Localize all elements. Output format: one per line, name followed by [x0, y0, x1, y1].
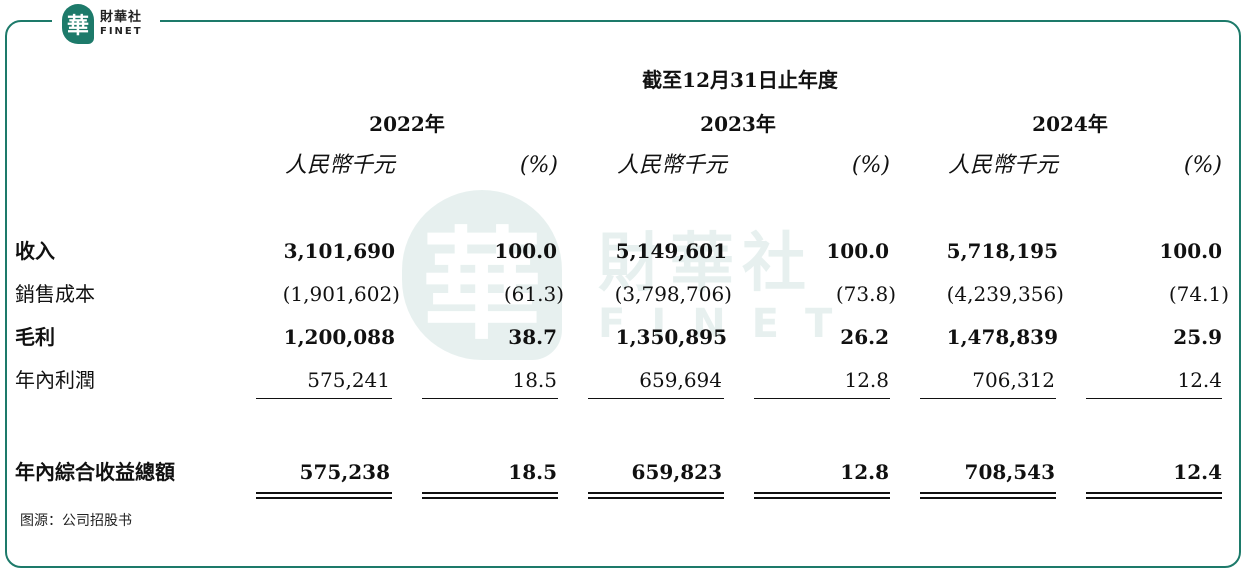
underline-2023-pct [754, 398, 890, 399]
unit-pct-2022: (%) [519, 153, 558, 178]
year-header-2024: 2024年 [1032, 112, 1108, 136]
cell-cost-2024-amount: (4,239,356) [946, 282, 1064, 306]
cell-gross-2024-amount: 1,478,839 [946, 325, 1058, 349]
unit-amount-2024: 人民幣千元 [948, 153, 1059, 178]
row-label-gross-profit: 毛利 [15, 325, 55, 349]
cell-cost-2023-amount: (3,798,706) [614, 282, 732, 306]
underline-2022-pct [422, 398, 558, 399]
double-underline-2024-amount [920, 492, 1056, 499]
cell-gross-2023-pct: 26.2 [840, 325, 889, 349]
finet-logo-icon: 華 [62, 4, 94, 44]
cell-profit-2023-pct: 12.8 [844, 368, 889, 392]
cell-revenue-2024-amount: 5,718,195 [946, 239, 1058, 263]
double-underline-2024-pct [1086, 492, 1222, 499]
unit-pct-2024: (%) [1183, 153, 1222, 178]
watermark-seal-icon: 華 [402, 190, 562, 360]
logo-name-en: FINET [100, 26, 143, 37]
double-underline-2023-pct [754, 492, 890, 499]
cell-gross-2022-amount: 1,200,088 [283, 325, 395, 349]
row-label-revenue: 收入 [15, 239, 55, 263]
unit-pct-2023: (%) [851, 153, 890, 178]
cell-tci-2024-pct: 12.4 [1173, 460, 1222, 484]
double-underline-2023-amount [588, 492, 724, 499]
logo-name-cn: 財華社 [100, 10, 143, 25]
row-label-profit-for-year: 年內利潤 [15, 368, 95, 392]
cell-revenue-2022-amount: 3,101,690 [283, 239, 395, 263]
cell-cost-2023-pct: (73.8) [835, 282, 896, 306]
cell-revenue-2022-pct: 100.0 [494, 239, 557, 263]
cell-tci-2024-amount: 708,543 [964, 460, 1055, 484]
cell-tci-2022-pct: 18.5 [508, 460, 557, 484]
period-header: 截至12月31日止年度 [642, 68, 838, 92]
year-header-2022: 2022年 [369, 112, 445, 136]
cell-profit-2022-amount: 575,241 [307, 368, 390, 392]
cell-gross-2024-pct: 25.9 [1173, 325, 1222, 349]
cell-profit-2022-pct: 18.5 [512, 368, 557, 392]
unit-amount-2022: 人民幣千元 [285, 153, 396, 178]
cell-tci-2023-amount: 659,823 [631, 460, 722, 484]
underline-2024-pct [1086, 398, 1222, 399]
cell-revenue-2023-pct: 100.0 [826, 239, 889, 263]
cell-profit-2024-amount: 706,312 [972, 368, 1055, 392]
underline-2022-amount [256, 398, 392, 399]
double-underline-2022-amount [256, 492, 392, 499]
row-label-total-comprehensive-income: 年內綜合收益總額 [15, 460, 175, 484]
cell-cost-2022-pct: (61.3) [503, 282, 564, 306]
cell-cost-2022-amount: (1,901,602) [282, 282, 400, 306]
underline-2023-amount [588, 398, 724, 399]
cell-gross-2023-amount: 1,350,895 [615, 325, 727, 349]
cell-tci-2022-amount: 575,238 [299, 460, 390, 484]
cell-cost-2024-pct: (74.1) [1168, 282, 1229, 306]
finet-logo: 華 財華社 FINET [52, 0, 160, 48]
unit-amount-2023: 人民幣千元 [617, 153, 728, 178]
cell-revenue-2024-pct: 100.0 [1159, 239, 1222, 263]
table-frame [5, 20, 1241, 568]
double-underline-2022-pct [422, 492, 558, 499]
source-note: 图源：公司招股书 [20, 513, 132, 529]
cell-gross-2022-pct: 38.7 [508, 325, 557, 349]
watermark-text: 財華社 FINET [598, 232, 858, 344]
underline-2024-amount [920, 398, 1056, 399]
cell-revenue-2023-amount: 5,149,601 [615, 239, 727, 263]
cell-profit-2023-amount: 659,694 [639, 368, 722, 392]
cell-profit-2024-pct: 12.4 [1177, 368, 1222, 392]
watermark-name-cn: 財華社 [598, 227, 814, 301]
row-label-cost-of-sales: 銷售成本 [15, 282, 95, 306]
year-header-2023: 2023年 [700, 112, 776, 136]
watermark-name-en: FINET [598, 301, 859, 347]
cell-tci-2023-pct: 12.8 [840, 460, 889, 484]
